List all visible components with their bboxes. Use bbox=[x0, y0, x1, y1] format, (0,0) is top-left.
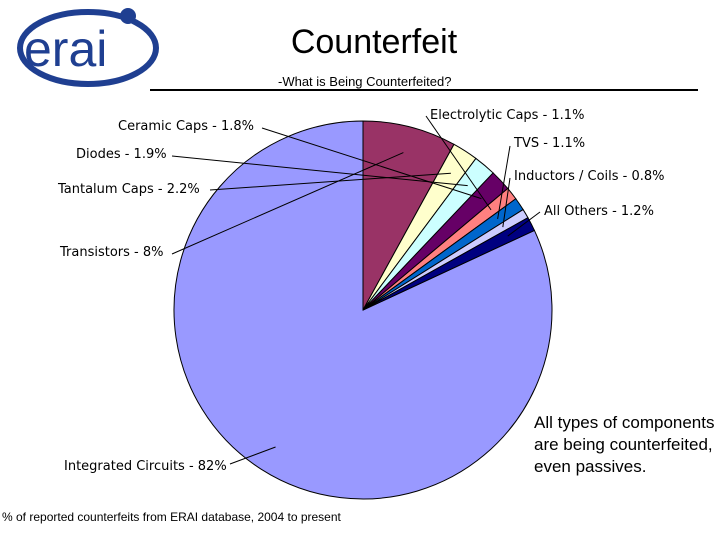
slice-label-all-others: All Others - 1.2% bbox=[544, 204, 654, 219]
leader-line-transistors bbox=[171, 152, 404, 255]
pie-slice-all-others bbox=[362, 217, 536, 311]
leader-line-ceramic-caps bbox=[261, 127, 482, 200]
slice-label-ceramic-caps: Ceramic Caps - 1.8% bbox=[118, 119, 254, 134]
leader-line-inductors-coils bbox=[502, 177, 511, 228]
erai-logo: erai bbox=[17, 8, 159, 87]
slice-label-tvs: TVS - 1.1% bbox=[513, 136, 585, 151]
footnote: % of reported counterfeits from ERAI dat… bbox=[2, 510, 341, 524]
slice-label-integrated-circuits: Integrated Circuits - 82% bbox=[64, 459, 227, 474]
callout-text: All types of components are being counte… bbox=[534, 413, 715, 476]
leader-line-integrated-circuits bbox=[229, 446, 276, 465]
logo-dot bbox=[120, 8, 136, 24]
page-title: Counterfeit bbox=[290, 23, 458, 61]
slice-label-tantalum-caps: Tantalum Caps - 2.2% bbox=[57, 182, 200, 197]
title-divider bbox=[150, 89, 698, 91]
leader-line-tvs bbox=[497, 145, 511, 220]
leader-line-all-others bbox=[507, 211, 541, 237]
slice-label-diodes: Diodes - 1.9% bbox=[76, 147, 167, 162]
slice-label-electrolytic-caps: Electrolytic Caps - 1.1% bbox=[430, 108, 584, 123]
page-subtitle: -What is Being Counterfeited? bbox=[278, 74, 452, 89]
leader-line-diodes bbox=[171, 155, 468, 187]
leader-line-electrolytic-caps bbox=[425, 115, 492, 211]
logo-ring bbox=[17, 9, 159, 87]
logo-text: erai bbox=[24, 21, 107, 77]
slice-label-inductors-coils: Inductors / Coils - 0.8% bbox=[514, 169, 665, 184]
slice-label-transistors: Transistors - 8% bbox=[59, 245, 164, 260]
